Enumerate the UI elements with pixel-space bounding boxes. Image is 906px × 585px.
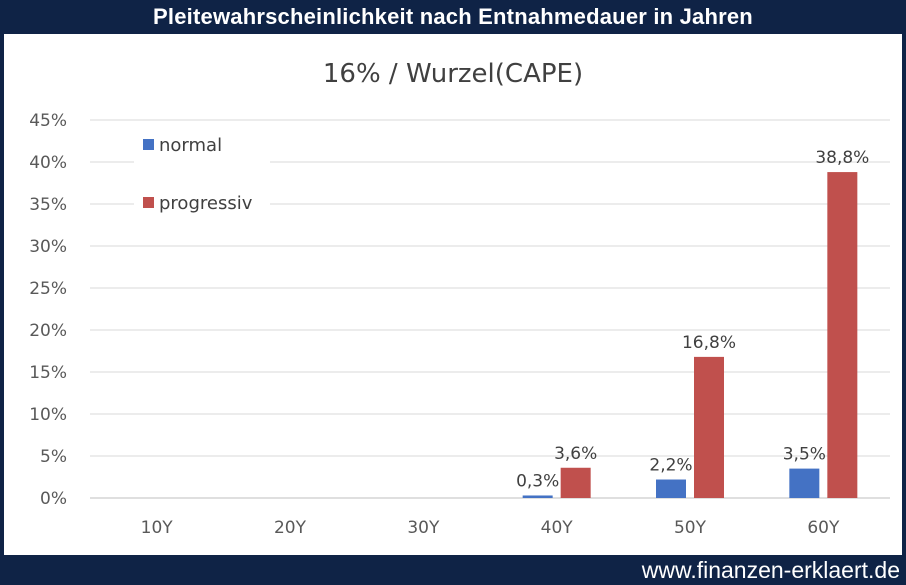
x-tick-label: 10Y: [141, 518, 174, 538]
y-tick-label: 0%: [40, 489, 67, 509]
data-labels: 0,3% 3,6% 2,2% 16,8% 3,5% 38,8%: [516, 148, 869, 491]
legend-swatch-normal: [143, 139, 154, 150]
footer-site-url: www.finanzen-erklaert.de: [0, 555, 906, 585]
legend-label-progressiv: progressiv: [159, 193, 253, 214]
bar-normal-60Y: [789, 468, 820, 498]
data-label-progressiv-60Y: 38,8%: [815, 148, 869, 168]
x-axis-ticks: 10Y 20Y 30Y 40Y 50Y 60Y: [141, 518, 840, 538]
bar-progressiv-50Y: [694, 356, 724, 498]
y-tick-label: 5%: [40, 447, 67, 467]
y-tick-label: 30%: [29, 237, 67, 257]
legend: normal progressiv: [134, 122, 270, 226]
legend-swatch-progressiv: [143, 197, 154, 208]
bars: [522, 172, 858, 498]
chart-title: 16% / Wurzel(CAPE): [323, 59, 583, 89]
bar-normal-50Y: [656, 479, 686, 498]
y-tick-label: 20%: [29, 321, 67, 341]
y-tick-label: 40%: [29, 153, 67, 173]
x-tick-label: 30Y: [407, 518, 440, 538]
data-label-progressiv-40Y: 3,6%: [554, 444, 597, 464]
legend-background: [134, 122, 270, 226]
x-tick-label: 20Y: [274, 518, 307, 538]
bar-progressiv-40Y: [560, 467, 591, 498]
banner-title: Pleitewahrscheinlichkeit nach Entnahmeda…: [0, 0, 906, 34]
x-tick-label: 40Y: [541, 518, 574, 538]
y-tick-label: 35%: [29, 195, 67, 215]
y-axis-ticks: 0% 5% 10% 15% 20% 25% 30% 35% 40% 45%: [29, 111, 67, 509]
x-tick-label: 50Y: [674, 518, 707, 538]
data-label-progressiv-50Y: 16,8%: [682, 333, 736, 353]
chart-area: 16% / Wurzel(CAPE) 0% 5% 10% 15% 20% 25% 30% 35…: [4, 34, 902, 555]
legend-label-normal: normal: [159, 135, 222, 156]
bar-chart: 16% / Wurzel(CAPE) 0% 5% 10% 15% 20% 25% 30% 35…: [29, 59, 890, 538]
y-tick-label: 10%: [29, 405, 67, 425]
y-tick-label: 45%: [29, 111, 67, 131]
data-label-normal-60Y: 3,5%: [783, 445, 826, 465]
bar-normal-40Y: [522, 495, 553, 498]
y-tick-label: 15%: [29, 363, 67, 383]
data-label-normal-50Y: 2,2%: [649, 456, 692, 476]
gridlines: [90, 119, 890, 499]
x-tick-label: 60Y: [807, 518, 840, 538]
data-label-normal-40Y: 0,3%: [516, 471, 559, 491]
bar-progressiv-60Y: [827, 172, 858, 498]
y-tick-label: 25%: [29, 279, 67, 299]
